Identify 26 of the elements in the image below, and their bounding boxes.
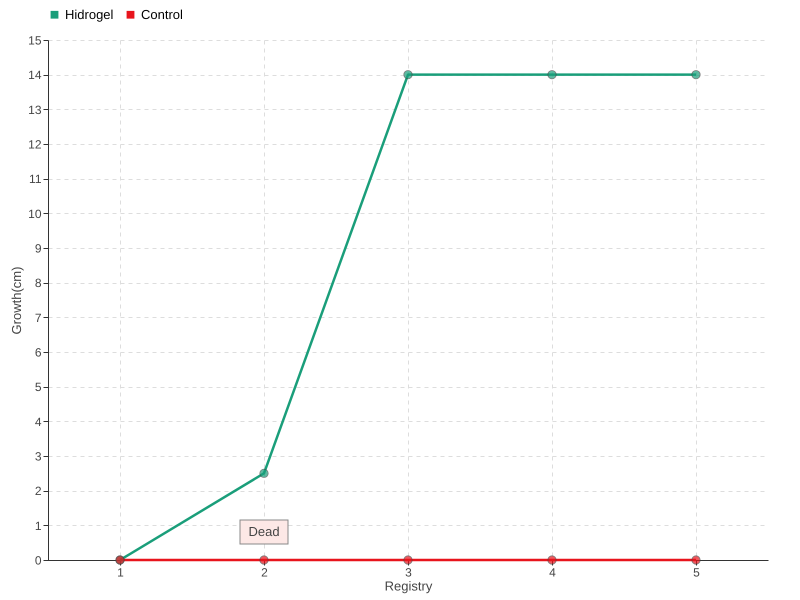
y-tick-label: 0 [34, 554, 42, 568]
y-tick-label: 10 [28, 206, 42, 221]
y-tick-label: 4 [34, 414, 42, 429]
y-tick-label: 5 [34, 380, 42, 394]
annotation: Dead [248, 524, 280, 539]
x-tick-label: 4 [549, 566, 556, 580]
x-tick-label: 3 [405, 566, 412, 580]
y-tick-label: 3 [34, 450, 42, 464]
y-tick-label: 12 [28, 138, 42, 152]
y-tick-label: 9 [34, 242, 42, 256]
y-tick-label: 8 [34, 276, 42, 290]
y-tick-label: 13 [28, 102, 42, 117]
y-axis-title: Growth(cm) [9, 266, 24, 334]
x-axis-title: Registry [384, 578, 433, 594]
y-tick-label: 6 [34, 346, 42, 360]
y-tick-label: 1 [34, 518, 42, 533]
x-tick-label: 1 [117, 566, 124, 580]
legend-label: Control [141, 6, 184, 22]
y-tick-label: 7 [34, 310, 42, 325]
y-tick-label: 2 [34, 484, 42, 498]
legend-label: Hidrogel [65, 6, 114, 22]
y-tick-label: 11 [29, 172, 42, 186]
y-tick-label: 14 [28, 68, 42, 82]
y-tick-label: 15 [28, 34, 42, 48]
x-tick-label: 2 [261, 566, 268, 580]
x-tick-label: 5 [693, 566, 700, 580]
